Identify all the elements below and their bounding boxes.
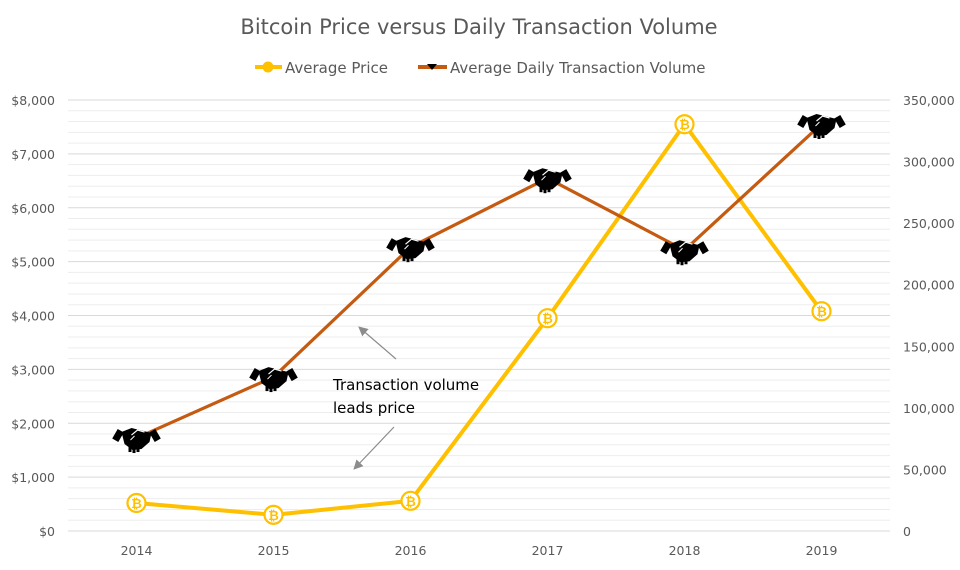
gridlines xyxy=(68,99,890,532)
y2-tick-label: 300,000 xyxy=(903,155,955,170)
legend-item-transaction-volume[interactable]: Average Daily Transaction Volume xyxy=(418,59,705,77)
handshake-icon xyxy=(427,64,437,70)
handshake-icon xyxy=(111,427,162,454)
y2-tick-label: 350,000 xyxy=(903,93,955,108)
bitcoin-icon xyxy=(674,114,695,135)
data-point-volume[interactable] xyxy=(522,167,573,194)
y-tick-label: $2,000 xyxy=(11,416,55,431)
bitcoin-icon xyxy=(811,301,832,322)
data-point-volume[interactable] xyxy=(385,236,436,263)
bitcoin-icon xyxy=(400,490,421,511)
y-axis-left: $0 $1,000 $2,000 $3,000 $4,000 $5,000 $6,000 $7… xyxy=(11,93,55,539)
y2-tick-label: 250,000 xyxy=(903,216,955,231)
annotation-line-2: leads price xyxy=(333,399,415,417)
legend-label-price: Average Price xyxy=(285,59,388,77)
y-tick-label: $6,000 xyxy=(11,201,55,216)
x-tick-label: 2019 xyxy=(806,543,838,558)
data-point-price[interactable] xyxy=(537,308,558,329)
annotation-line-1: Transaction volume xyxy=(332,376,479,394)
legend-label-volume: Average Daily Transaction Volume xyxy=(450,59,705,77)
series-line-transaction-volume xyxy=(135,122,823,440)
y2-tick-label: 200,000 xyxy=(903,278,955,293)
legend-item-average-price[interactable]: Average Price xyxy=(255,59,388,77)
y-tick-label: $8,000 xyxy=(11,93,55,108)
series-line-average-price xyxy=(136,122,824,517)
data-point-price[interactable] xyxy=(400,490,421,511)
y2-tick-label: 0 xyxy=(903,524,911,539)
data-point-volume[interactable] xyxy=(111,427,162,454)
x-tick-label: 2015 xyxy=(258,543,290,558)
data-point-volume[interactable] xyxy=(248,366,299,393)
handshake-icon xyxy=(248,366,299,393)
y-tick-label: $1,000 xyxy=(11,470,55,485)
data-point-price[interactable] xyxy=(811,301,832,322)
series-layer xyxy=(111,113,847,525)
bitcoin-icon xyxy=(262,61,274,73)
handshake-icon xyxy=(796,113,847,140)
annotation: Transaction volume leads price xyxy=(332,326,479,470)
y2-tick-label: 50,000 xyxy=(903,462,947,477)
bitcoin-icon xyxy=(537,308,558,329)
y-tick-label: $3,000 xyxy=(11,362,55,377)
x-tick-label: 2014 xyxy=(121,543,153,558)
annotation-arrow-down xyxy=(353,426,395,470)
data-point-price[interactable] xyxy=(126,492,147,514)
y2-tick-label: 100,000 xyxy=(903,401,955,416)
handshake-icon xyxy=(522,167,573,194)
y-tick-label: $4,000 xyxy=(11,309,55,324)
data-point-volume[interactable] xyxy=(796,113,847,140)
legend: Average Price Average Daily Transaction … xyxy=(255,59,705,77)
handshake-icon xyxy=(385,236,436,263)
data-point-price[interactable] xyxy=(263,504,284,525)
y-tick-label: $5,000 xyxy=(11,255,55,270)
x-axis: 2014 2015 2016 2017 2018 2019 xyxy=(121,543,838,558)
x-tick-label: 2016 xyxy=(395,543,427,558)
x-tick-label: 2018 xyxy=(669,543,701,558)
y-tick-label: $0 xyxy=(39,524,55,539)
data-point-price[interactable] xyxy=(674,114,695,135)
y-tick-label: $7,000 xyxy=(11,147,55,162)
annotation-arrow-up xyxy=(358,326,397,360)
y-axis-right: 0 50,000 100,000 150,000 200,000 250,000 300,0… xyxy=(903,93,955,539)
bitcoin-icon xyxy=(126,492,147,514)
x-tick-label: 2017 xyxy=(532,543,564,558)
bitcoin-icon xyxy=(263,504,284,525)
y2-tick-label: 150,000 xyxy=(903,339,955,354)
chart-title: Bitcoin Price versus Daily Transaction V… xyxy=(240,15,717,39)
